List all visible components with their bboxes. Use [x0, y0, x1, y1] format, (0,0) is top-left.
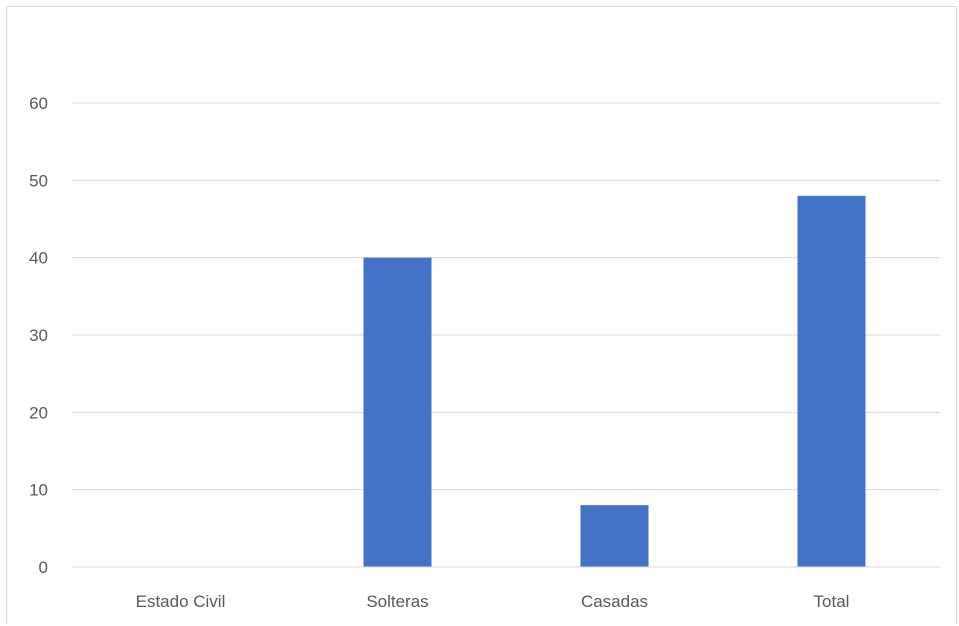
- y-axis-tick-labels: 0 10 20 30 40 50 60: [29, 94, 48, 577]
- y-tick-label: 0: [39, 558, 48, 577]
- x-category-label: Casadas: [581, 592, 648, 611]
- y-tick-label: 50: [29, 171, 48, 190]
- bar-total: [797, 195, 866, 568]
- y-tick-label: 60: [29, 94, 48, 113]
- x-category-label: Solteras: [366, 592, 428, 611]
- x-category-label: Estado Civil: [136, 592, 226, 611]
- y-tick-label: 10: [29, 481, 48, 500]
- bars: [363, 195, 866, 568]
- y-tick-label: 30: [29, 326, 48, 345]
- x-category-label: Total: [814, 592, 850, 611]
- bar-casadas: [580, 505, 649, 567]
- bar-solteras: [363, 257, 432, 567]
- y-tick-label: 40: [29, 249, 48, 268]
- y-tick-label: 20: [29, 403, 48, 422]
- gridlines: [72, 102, 940, 491]
- x-axis-category-labels: Estado Civil Solteras Casadas Total: [136, 592, 850, 611]
